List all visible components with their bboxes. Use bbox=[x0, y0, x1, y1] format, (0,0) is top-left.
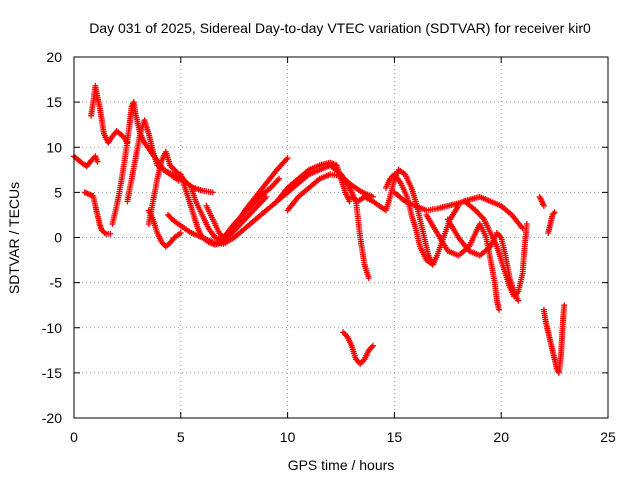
y-tick-label: 15 bbox=[46, 94, 62, 110]
x-tick-label: 5 bbox=[177, 429, 185, 445]
data-point bbox=[365, 275, 372, 282]
y-tick-label: 20 bbox=[46, 49, 62, 65]
data-point bbox=[523, 221, 530, 227]
data-point bbox=[94, 158, 101, 165]
data-point bbox=[561, 302, 568, 309]
data-point bbox=[284, 155, 291, 162]
data-series bbox=[71, 82, 568, 376]
axis-ticks: 0 5 10 15 20 25 -20 -15 -10 -5 0 5 10 15 20 bbox=[42, 49, 616, 445]
series-s24 bbox=[540, 302, 568, 376]
x-tick-label: 20 bbox=[493, 429, 509, 445]
series-s22 bbox=[536, 193, 547, 209]
y-tick-label: -20 bbox=[42, 410, 62, 426]
y-tick-label: -5 bbox=[50, 275, 63, 291]
x-tick-label: 10 bbox=[280, 429, 296, 445]
series-s1 bbox=[71, 153, 101, 170]
data-point bbox=[551, 209, 558, 216]
series-s10 bbox=[188, 184, 270, 244]
data-point bbox=[540, 202, 547, 209]
series-s15 bbox=[340, 329, 376, 367]
series-s3 bbox=[88, 82, 131, 146]
series-s7 bbox=[145, 207, 184, 250]
grid bbox=[74, 57, 608, 418]
data-point bbox=[263, 193, 270, 200]
y-tick-label: 10 bbox=[46, 139, 62, 155]
series-s4 bbox=[109, 99, 184, 227]
chart-title: Day 031 of 2025, Sidereal Day-to-day VTE… bbox=[89, 20, 591, 36]
x-tick-label: 0 bbox=[70, 429, 78, 445]
data-point bbox=[496, 306, 503, 313]
data-point bbox=[177, 230, 184, 236]
data-point bbox=[276, 175, 283, 182]
data-point bbox=[370, 342, 376, 349]
series-s23 bbox=[545, 209, 558, 236]
series-s19 bbox=[423, 211, 503, 313]
y-tick-label: 5 bbox=[54, 184, 62, 200]
x-tick-label: 25 bbox=[600, 429, 616, 445]
x-tick-label: 15 bbox=[387, 429, 403, 445]
data-point bbox=[346, 198, 353, 205]
plot-frame bbox=[73, 56, 609, 419]
data-point bbox=[209, 189, 216, 196]
series-s21 bbox=[461, 198, 530, 300]
y-tick-label: -15 bbox=[42, 365, 62, 381]
series-s11 bbox=[203, 175, 283, 241]
y-tick-label: 0 bbox=[54, 230, 62, 246]
x-axis-label: GPS time / hours bbox=[288, 457, 395, 473]
data-point bbox=[515, 297, 522, 304]
data-point bbox=[107, 230, 114, 237]
series-s2 bbox=[81, 189, 114, 237]
y-tick-label: -10 bbox=[42, 320, 62, 336]
y-axis-label: SDTVAR / TECUs bbox=[6, 182, 22, 294]
